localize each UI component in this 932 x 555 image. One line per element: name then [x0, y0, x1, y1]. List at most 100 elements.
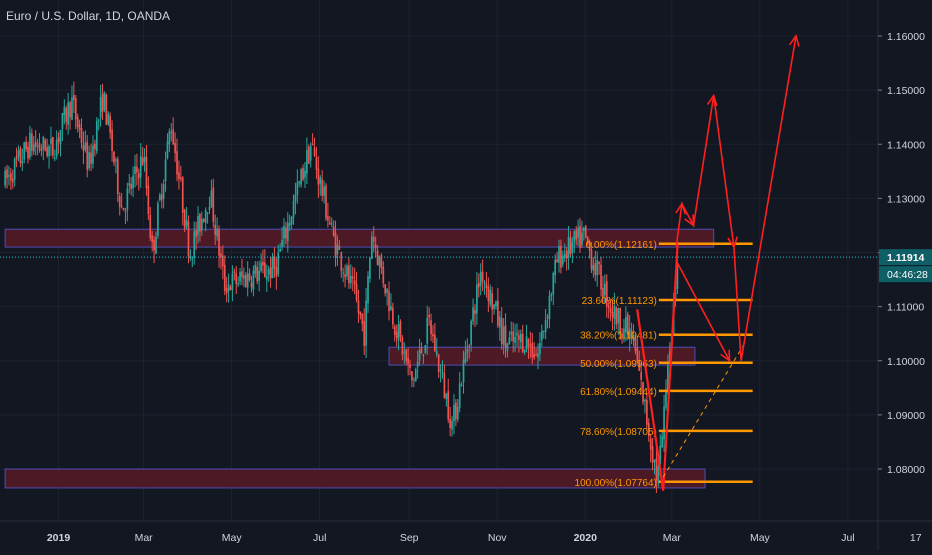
arrowhead-icon — [706, 93, 718, 107]
candle — [36, 145, 39, 147]
fib-level-label: 38.20%(1.10481) — [580, 331, 657, 342]
arrowhead-icon — [727, 236, 739, 249]
candle — [71, 97, 73, 120]
candle — [279, 249, 282, 252]
candle — [540, 330, 543, 340]
candle — [407, 357, 409, 365]
candle — [607, 304, 610, 308]
x-tick-label: May — [750, 532, 771, 544]
candle — [275, 267, 278, 277]
candle — [29, 132, 31, 158]
candle — [445, 393, 448, 400]
candle — [315, 157, 318, 170]
candle — [94, 143, 96, 150]
candle — [281, 240, 283, 247]
candle — [380, 255, 383, 269]
candle — [256, 267, 259, 282]
candle — [621, 333, 623, 339]
candle — [294, 194, 297, 202]
candle — [241, 271, 243, 278]
candle — [158, 195, 161, 201]
candle — [139, 155, 142, 178]
candle — [646, 400, 648, 425]
candle — [531, 342, 534, 358]
sr-zone-3[interactable] — [4, 468, 706, 489]
candle — [422, 354, 425, 357]
fib-level-label: 78.60%(1.08705) — [580, 427, 657, 438]
candle — [351, 276, 354, 279]
candle — [558, 245, 560, 263]
sr-zone-1[interactable] — [4, 228, 715, 248]
candle — [286, 222, 289, 242]
candle — [550, 293, 553, 297]
candle — [325, 185, 327, 219]
candle — [61, 113, 64, 129]
candle — [560, 245, 562, 268]
pullback-arrow-path[interactable] — [676, 262, 731, 362]
candle — [235, 273, 238, 284]
candle — [546, 317, 549, 319]
candle — [628, 328, 631, 339]
candle — [189, 255, 192, 259]
candle — [611, 312, 614, 318]
candle — [625, 317, 627, 332]
candle — [476, 284, 478, 314]
candle — [97, 119, 100, 121]
candle — [76, 116, 79, 127]
candle — [617, 307, 620, 324]
candle — [561, 255, 564, 265]
candle — [296, 182, 299, 196]
candle — [516, 332, 518, 336]
candle — [323, 186, 325, 196]
candle — [470, 320, 473, 345]
candle — [563, 253, 566, 259]
time-axis[interactable] — [0, 521, 932, 550]
candle — [170, 131, 173, 133]
candle — [269, 267, 272, 279]
candle — [69, 102, 71, 118]
candle — [250, 282, 253, 288]
x-tick-label: May — [222, 532, 243, 544]
candle — [319, 177, 322, 184]
candle — [391, 307, 394, 325]
candle — [338, 246, 341, 250]
projection-dashed-line[interactable] — [662, 344, 745, 478]
candle — [202, 219, 205, 222]
candle — [370, 236, 373, 259]
last-price-box — [879, 249, 932, 266]
y-tick-label: 1.15000 — [887, 85, 925, 97]
candle — [500, 318, 503, 345]
candle — [197, 215, 199, 236]
candle — [399, 321, 402, 337]
x-tick-label: 2019 — [47, 532, 71, 544]
annotations — [0, 34, 878, 491]
candle — [413, 379, 415, 381]
candle — [336, 244, 339, 255]
candle — [411, 371, 413, 381]
candle — [44, 139, 47, 151]
candle — [384, 284, 387, 294]
candle — [166, 141, 169, 159]
candle — [187, 221, 190, 256]
candle — [65, 108, 68, 123]
candle — [38, 142, 41, 150]
impulse-leg-path[interactable] — [636, 244, 679, 491]
candle — [199, 213, 201, 232]
candle — [82, 144, 85, 151]
candle — [615, 307, 618, 325]
candle — [519, 333, 522, 342]
candle — [208, 206, 211, 210]
candle — [420, 347, 423, 354]
zones — [4, 228, 715, 489]
candle — [348, 265, 350, 284]
candle — [107, 113, 110, 125]
candle — [260, 262, 262, 271]
candle — [582, 227, 585, 232]
candle — [11, 178, 14, 183]
x-tick-label: Jul — [841, 532, 854, 544]
candle — [590, 249, 593, 270]
candle — [265, 276, 268, 280]
candle — [346, 265, 348, 277]
